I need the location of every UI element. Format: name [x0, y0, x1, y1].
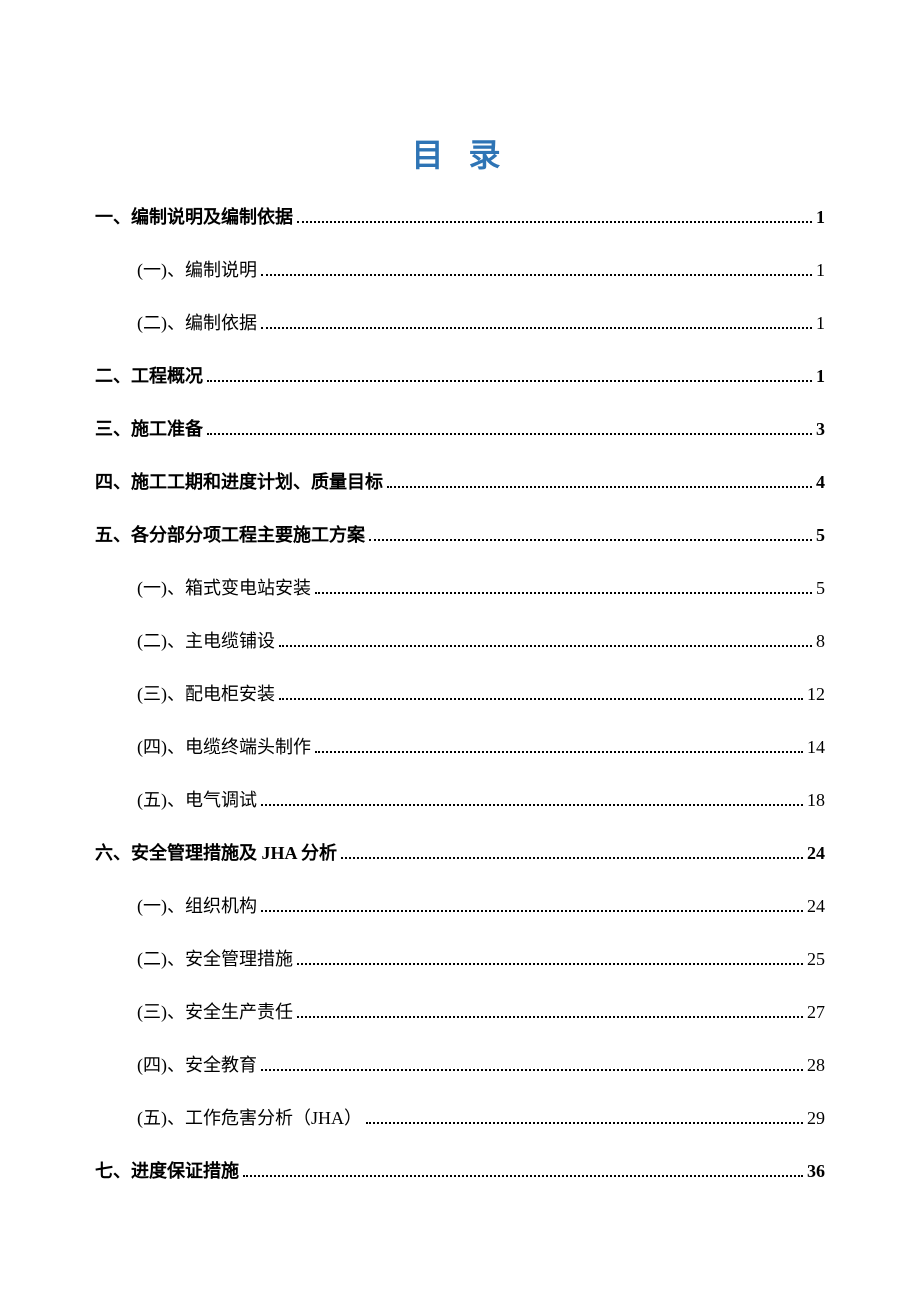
toc-entry-label: 七、进度保证措施 [95, 1158, 239, 1185]
toc-entry-page: 3 [816, 416, 825, 443]
toc-entry-label: (一)、箱式变电站安装 [137, 575, 311, 602]
toc-dot-leader [315, 580, 812, 594]
toc-entry-label: 六、安全管理措施及 JHA 分析 [95, 840, 337, 867]
toc-dot-leader [387, 474, 812, 488]
toc-entry-label: 四、施工工期和进度计划、质量目标 [95, 469, 383, 496]
toc-entry-page: 24 [807, 840, 825, 867]
toc-entry: (四)、电缆终端头制作 14 [95, 734, 825, 761]
toc-entry-label: (二)、安全管理措施 [137, 946, 293, 973]
toc-entry-label: 一、编制说明及编制依据 [95, 204, 293, 231]
toc-entry: (二)、安全管理措施 25 [95, 946, 825, 973]
toc-dot-leader [279, 686, 803, 700]
toc-title: 目 录 [95, 130, 825, 176]
toc-entry: (一)、箱式变电站安装 5 [95, 575, 825, 602]
toc-dot-leader [369, 527, 812, 541]
toc-entry: (三)、配电柜安装 12 [95, 681, 825, 708]
toc-entry-page: 25 [807, 946, 825, 973]
toc-entry-label: (二)、编制依据 [137, 310, 257, 337]
toc-entry-page: 1 [816, 204, 825, 231]
toc-dot-leader [207, 421, 812, 435]
toc-entry-label: (五)、电气调试 [137, 787, 257, 814]
toc-entry-page: 8 [816, 628, 825, 655]
toc-entry-page: 14 [807, 734, 825, 761]
toc-entry: (四)、安全教育 28 [95, 1052, 825, 1079]
toc-entry-label: (一)、编制说明 [137, 257, 257, 284]
toc-entry-label: (三)、配电柜安装 [137, 681, 275, 708]
toc-entry-page: 5 [816, 575, 825, 602]
toc-dot-leader [261, 262, 812, 276]
toc-entry-page: 4 [816, 469, 825, 496]
toc-dot-leader [261, 315, 812, 329]
toc-dot-leader [261, 898, 803, 912]
toc-entry: (二)、编制依据 1 [95, 310, 825, 337]
toc-entry: (二)、主电缆铺设 8 [95, 628, 825, 655]
toc-dot-leader [261, 1057, 803, 1071]
toc-dot-leader [297, 951, 803, 965]
toc-dot-leader [279, 633, 812, 647]
toc-dot-leader [297, 209, 812, 223]
toc-entry-page: 28 [807, 1052, 825, 1079]
toc-entry-page: 1 [816, 310, 825, 337]
toc-entry-page: 24 [807, 893, 825, 920]
toc-entry: 一、编制说明及编制依据 1 [95, 204, 825, 231]
toc-dot-leader [243, 1163, 803, 1177]
toc-entry: (一)、组织机构 24 [95, 893, 825, 920]
toc-entry: 三、施工准备 3 [95, 416, 825, 443]
toc-entry-label: (四)、安全教育 [137, 1052, 257, 1079]
toc-entry: 五、各分部分项工程主要施工方案 5 [95, 522, 825, 549]
toc-dot-leader [315, 739, 803, 753]
toc-entry-label: (三)、安全生产责任 [137, 999, 293, 1026]
toc-entry-page: 29 [807, 1105, 825, 1132]
toc-entry: (一)、编制说明 1 [95, 257, 825, 284]
toc-entry-label: (二)、主电缆铺设 [137, 628, 275, 655]
toc-container: 一、编制说明及编制依据 1 (一)、编制说明 1 (二)、编制依据 1 二、工程概况 1 三、施… [95, 204, 825, 1185]
toc-entry-page: 5 [816, 522, 825, 549]
toc-entry-label: 三、施工准备 [95, 416, 203, 443]
toc-entry: 四、施工工期和进度计划、质量目标 4 [95, 469, 825, 496]
toc-entry-page: 12 [807, 681, 825, 708]
toc-entry-label: (一)、组织机构 [137, 893, 257, 920]
toc-dot-leader [261, 792, 803, 806]
toc-entry-page: 36 [807, 1158, 825, 1185]
toc-dot-leader [207, 368, 812, 382]
toc-entry: 六、安全管理措施及 JHA 分析 24 [95, 840, 825, 867]
toc-entry-label: (四)、电缆终端头制作 [137, 734, 311, 761]
toc-dot-leader [366, 1110, 803, 1124]
toc-entry: 二、工程概况 1 [95, 363, 825, 390]
toc-dot-leader [297, 1004, 803, 1018]
toc-entry: (五)、电气调试 18 [95, 787, 825, 814]
toc-entry-label: 二、工程概况 [95, 363, 203, 390]
toc-entry-page: 27 [807, 999, 825, 1026]
toc-entry-label: 五、各分部分项工程主要施工方案 [95, 522, 365, 549]
toc-entry: 七、进度保证措施 36 [95, 1158, 825, 1185]
toc-entry: (五)、工作危害分析（JHA） 29 [95, 1105, 825, 1132]
toc-entry-page: 1 [816, 257, 825, 284]
toc-entry-page: 18 [807, 787, 825, 814]
toc-entry-label: (五)、工作危害分析（JHA） [137, 1105, 362, 1132]
toc-dot-leader [341, 845, 803, 859]
toc-entry: (三)、安全生产责任 27 [95, 999, 825, 1026]
toc-entry-page: 1 [816, 363, 825, 390]
